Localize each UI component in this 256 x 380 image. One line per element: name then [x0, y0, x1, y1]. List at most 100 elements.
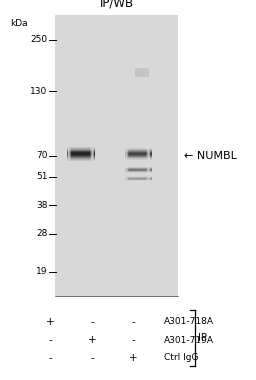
Bar	[67, 150, 95, 151]
Bar	[146, 148, 147, 160]
Bar	[126, 176, 127, 181]
Bar	[147, 176, 148, 181]
Bar	[128, 176, 130, 181]
Bar	[125, 152, 152, 153]
Bar	[70, 147, 71, 161]
Bar	[125, 157, 152, 158]
Bar	[126, 167, 128, 173]
Bar	[67, 159, 95, 160]
Bar	[147, 176, 148, 181]
Bar	[92, 147, 94, 161]
Bar	[90, 147, 91, 161]
Bar	[69, 147, 71, 161]
Bar	[125, 149, 152, 150]
Text: -: -	[90, 353, 94, 363]
Bar	[70, 147, 72, 161]
Bar	[70, 147, 71, 161]
Bar	[126, 176, 128, 181]
Bar	[146, 148, 148, 160]
Bar	[146, 148, 147, 160]
Bar	[68, 147, 70, 161]
Bar	[69, 147, 71, 161]
Bar	[125, 176, 126, 181]
Bar	[148, 176, 149, 181]
Bar	[55, 15, 178, 296]
Bar	[146, 176, 147, 181]
Bar	[147, 167, 148, 173]
Bar	[147, 167, 148, 173]
Bar	[127, 167, 129, 173]
Bar	[67, 153, 95, 154]
Bar	[92, 147, 93, 161]
Bar	[127, 167, 128, 173]
Bar	[127, 176, 128, 181]
Bar	[148, 167, 150, 173]
Bar	[148, 176, 150, 181]
Bar	[70, 147, 72, 161]
Bar	[91, 147, 92, 161]
Bar	[147, 148, 149, 160]
Bar	[127, 167, 129, 173]
Text: 250: 250	[30, 35, 47, 44]
Bar	[67, 155, 95, 156]
Bar	[125, 148, 126, 160]
Text: 70: 70	[36, 151, 47, 160]
Bar	[146, 167, 147, 173]
Bar	[128, 176, 129, 181]
Text: -: -	[48, 335, 52, 345]
Bar	[89, 147, 91, 161]
Bar	[125, 167, 126, 173]
Text: 28: 28	[36, 229, 47, 238]
Bar	[126, 167, 127, 173]
Bar	[146, 176, 148, 181]
Bar	[148, 148, 150, 160]
Bar	[126, 148, 128, 160]
Bar	[146, 167, 147, 173]
Bar	[67, 151, 95, 152]
Bar	[69, 147, 70, 161]
Text: +: +	[46, 317, 54, 327]
Bar	[91, 147, 93, 161]
Bar	[68, 147, 69, 161]
Bar	[68, 147, 70, 161]
Bar	[125, 176, 127, 181]
Bar	[145, 176, 147, 181]
Text: -: -	[90, 317, 94, 327]
Bar	[127, 148, 129, 160]
Bar	[148, 148, 150, 160]
Text: 51: 51	[36, 172, 47, 181]
Bar	[125, 176, 126, 181]
Bar	[148, 167, 150, 173]
Bar	[67, 148, 95, 149]
Bar	[147, 148, 148, 160]
Bar	[125, 148, 127, 160]
Bar	[125, 155, 152, 156]
Bar	[147, 148, 148, 160]
Bar	[91, 147, 93, 161]
Bar	[148, 176, 150, 181]
Bar	[146, 176, 148, 181]
Bar	[128, 167, 129, 173]
Bar	[67, 149, 95, 150]
Bar	[69, 147, 70, 161]
Bar	[148, 176, 150, 181]
Text: ← NUMBL: ← NUMBL	[184, 151, 237, 161]
Bar	[148, 167, 150, 173]
Bar	[126, 167, 128, 173]
Bar	[146, 167, 148, 173]
Bar	[126, 167, 128, 173]
Text: IP: IP	[198, 333, 207, 343]
Bar	[90, 147, 92, 161]
Bar	[67, 152, 95, 153]
Bar	[148, 148, 150, 160]
Bar	[67, 157, 95, 158]
Text: IP/WB: IP/WB	[99, 0, 134, 10]
Bar	[147, 148, 148, 160]
Bar	[147, 167, 149, 173]
Bar	[125, 167, 127, 173]
Bar	[68, 147, 69, 161]
Bar	[146, 148, 148, 160]
Text: A301-719A: A301-719A	[164, 336, 214, 345]
Text: 19: 19	[36, 267, 47, 276]
Bar	[125, 156, 152, 157]
